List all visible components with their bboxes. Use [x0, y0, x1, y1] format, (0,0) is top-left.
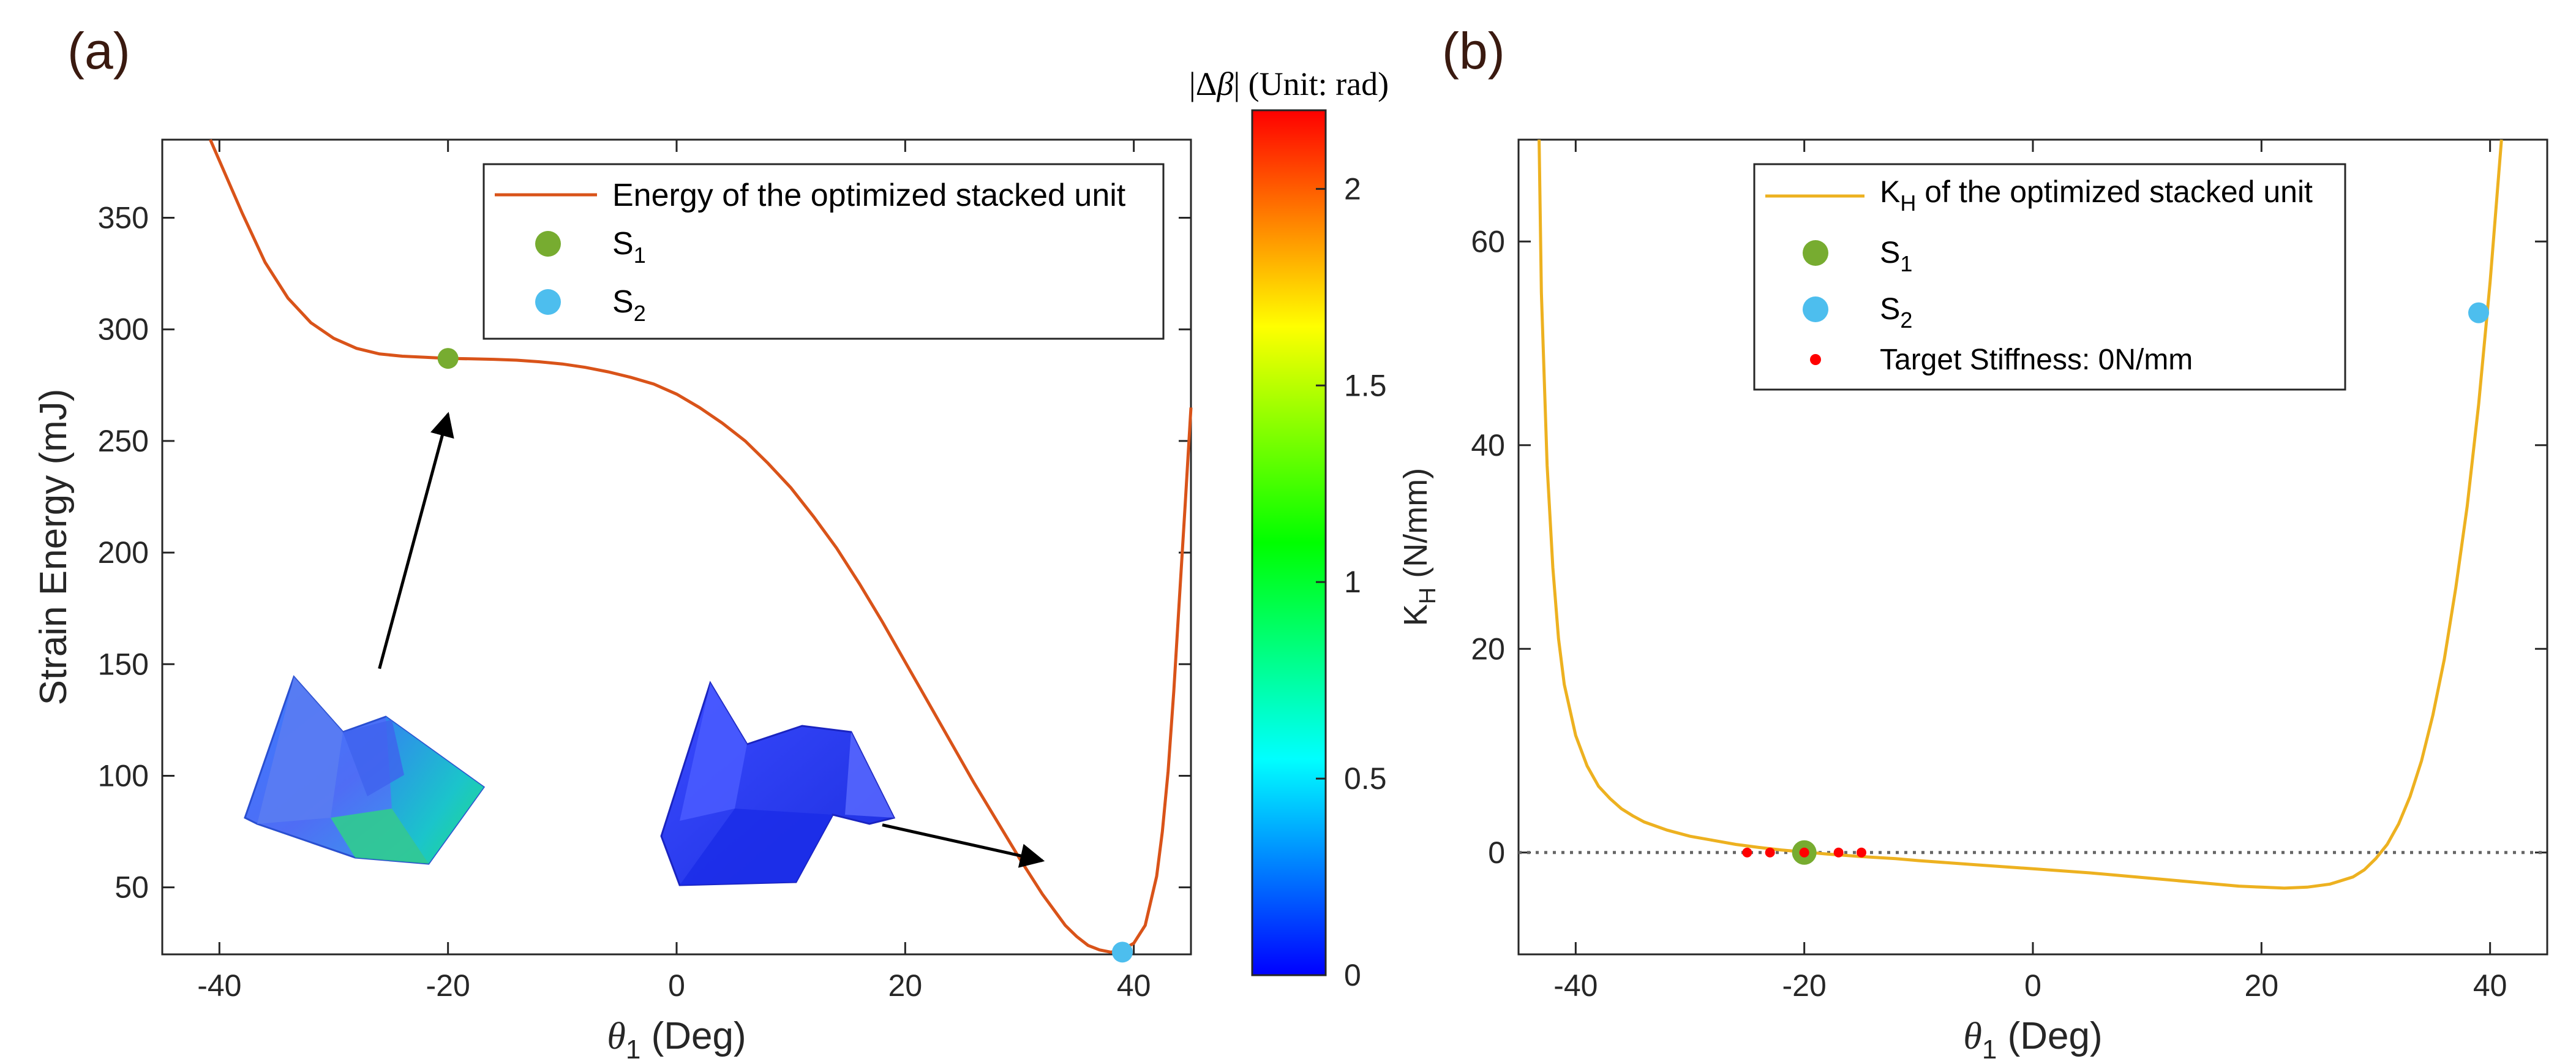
colorbar: 0 0.5 1 1.5 2 |Δβ| (Unit: rad): [1189, 66, 1389, 992]
panel-a-legend-s2-label: S2: [612, 284, 646, 326]
legend-symbol: S: [1880, 235, 1900, 270]
panel-b-ticks: -40 -20 0 20 40 0 20 40 60: [1471, 140, 2547, 1003]
panel-b-ytick-label: 0: [1488, 836, 1505, 870]
panel-a-ytick-label: 250: [98, 424, 149, 458]
ylabel-subscript: H: [1415, 587, 1441, 604]
legend-symbol: S: [1880, 292, 1900, 326]
colorbar-tick-label: 1: [1344, 565, 1361, 599]
xlabel-subscript: 1: [1982, 1035, 1997, 1064]
panel-b-point-s2: [2468, 302, 2489, 323]
panel-b-legend-marker-s2: [1803, 296, 1828, 322]
panel-a-ylabel: Strain Energy (mJ): [32, 389, 75, 706]
panel-b-xtick-label: 20: [2245, 968, 2279, 1003]
panel-a-axis-labels: θ1 (Deg) Strain Energy (mJ): [32, 389, 746, 1064]
panel-a-xtick-label: -20: [426, 968, 470, 1003]
xlabel-unit: (Deg): [640, 1015, 746, 1057]
panel-b-ylabel: KH (N/mm): [1397, 468, 1441, 626]
panel-b-ytick-label: 40: [1471, 428, 1505, 462]
panel-a-xtick-label: -40: [197, 968, 241, 1003]
legend-subscript: 1: [1900, 251, 1912, 276]
ylabel-main: K: [1397, 604, 1434, 626]
panel-a-point-s1: [437, 348, 459, 369]
panel-b-stiffness-line: [1538, 139, 2503, 890]
panel-b-target-point: [1857, 847, 1866, 858]
panel-b-legend-box: [1753, 163, 2346, 391]
panel-a-ytick-label: 150: [98, 647, 149, 681]
panel-b-axis-labels: θ1 (Deg) KH (N/mm): [1397, 468, 2103, 1064]
panel-b-legend-s1-label: S1: [1880, 235, 1912, 276]
panel-a-ticks: -40 -20 0 20 40 50 100 150 200 250 300 350: [98, 140, 1191, 1003]
panel-b-xtick-label: 40: [2473, 968, 2507, 1003]
panel-b-xtick-label: -40: [1553, 968, 1598, 1003]
legend-subscript: 1: [634, 243, 646, 268]
xlabel-symbol: θ: [607, 1016, 625, 1057]
panel-b-xtick-label: 0: [2024, 968, 2041, 1003]
panel-a-arrows: [378, 412, 1045, 868]
colorbar-bar: [1251, 109, 1327, 976]
panel-a-xtick-label: 0: [668, 968, 685, 1003]
panel-b-legend-marker-target: [1810, 354, 1821, 365]
inset-shape-s1: [244, 675, 486, 865]
panel-a-ytick-label: 100: [98, 758, 149, 793]
colorbar-tick-label: 0.5: [1344, 761, 1387, 796]
panel-a-ytick-label: 50: [115, 870, 149, 905]
panel-a-ytick-label: 200: [98, 535, 149, 570]
panel-b-xtick-label: -20: [1782, 968, 1827, 1003]
panel-b-target-point: [1799, 847, 1809, 858]
colorbar-title: |Δβ| (Unit: rad): [1189, 66, 1389, 102]
panel-a-legend-marker-s2: [535, 289, 561, 315]
legend-symbol: S: [612, 284, 634, 320]
panel-a-series: [209, 139, 1193, 963]
panel-a-arrow: [882, 823, 1045, 868]
legend-subscript: 2: [1900, 308, 1912, 333]
inset-shape-s2: [660, 681, 896, 886]
panel-b-legend-s2-label: S2: [1880, 292, 1912, 333]
panel-b-legend-kh-label: KH of the optimized stacked unit: [1880, 175, 2313, 216]
panel-a-legend-marker-s1: [535, 231, 561, 257]
colorbar-title-symbol: β: [1216, 66, 1233, 102]
panel-a-xtick-label: 40: [1117, 968, 1151, 1003]
panel-b-ytick-label: 60: [1471, 224, 1505, 258]
panel-a-ytick-label: 350: [98, 201, 149, 235]
panel-b-xlabel: θ1 (Deg): [1963, 1015, 2102, 1064]
legend-symbol: K: [1880, 175, 1900, 209]
xlabel-symbol: θ: [1963, 1016, 1981, 1057]
panel-b-legend-marker-s1: [1803, 240, 1828, 266]
panel-label-a: (a): [67, 22, 130, 80]
panel-b-series: [1519, 139, 2547, 890]
panel-b-legend-target-label: Target Stiffness: 0N/mm: [1880, 344, 2193, 376]
panel-b-target-point: [1833, 847, 1844, 858]
colorbar-title-post: | (Unit: rad): [1233, 66, 1389, 102]
panel-label-b: (b): [1442, 22, 1505, 80]
panel-b-target-point: [1742, 847, 1752, 858]
xlabel-subscript: 1: [626, 1035, 640, 1064]
panel-a-legend-s1-label: S1: [612, 226, 646, 268]
panel-a-legend-energy-label: Energy of the optimized stacked unit: [612, 178, 1126, 213]
panel-a-insets: [244, 675, 896, 886]
colorbar-tick-label: 1.5: [1344, 368, 1387, 402]
legend-symbol: S: [612, 226, 634, 262]
panel-a-ytick-label: 300: [98, 312, 149, 347]
panel-a-xlabel: θ1 (Deg): [607, 1015, 746, 1064]
colorbar-tick-label: 2: [1344, 172, 1361, 206]
panel-a-xtick-label: 20: [888, 968, 923, 1003]
ylabel-unit: (N/mm): [1397, 468, 1434, 587]
colorbar-title-pre: |Δ: [1189, 66, 1217, 102]
legend-rest: of the optimized stacked unit: [1916, 175, 2313, 209]
xlabel-unit: (Deg): [1997, 1015, 2102, 1057]
panel-b-ytick-label: 20: [1471, 632, 1505, 666]
legend-subscript: 2: [634, 301, 646, 326]
legend-subscript: H: [1900, 191, 1916, 216]
panel-b-target-point: [1765, 847, 1775, 858]
panel-a-arrow: [378, 412, 454, 670]
colorbar-tick-label: 0: [1344, 958, 1361, 992]
panel-a-point-s2: [1112, 941, 1133, 963]
panel-b-legend: KH of the optimized stacked unitS1S2Targ…: [1753, 163, 2346, 391]
